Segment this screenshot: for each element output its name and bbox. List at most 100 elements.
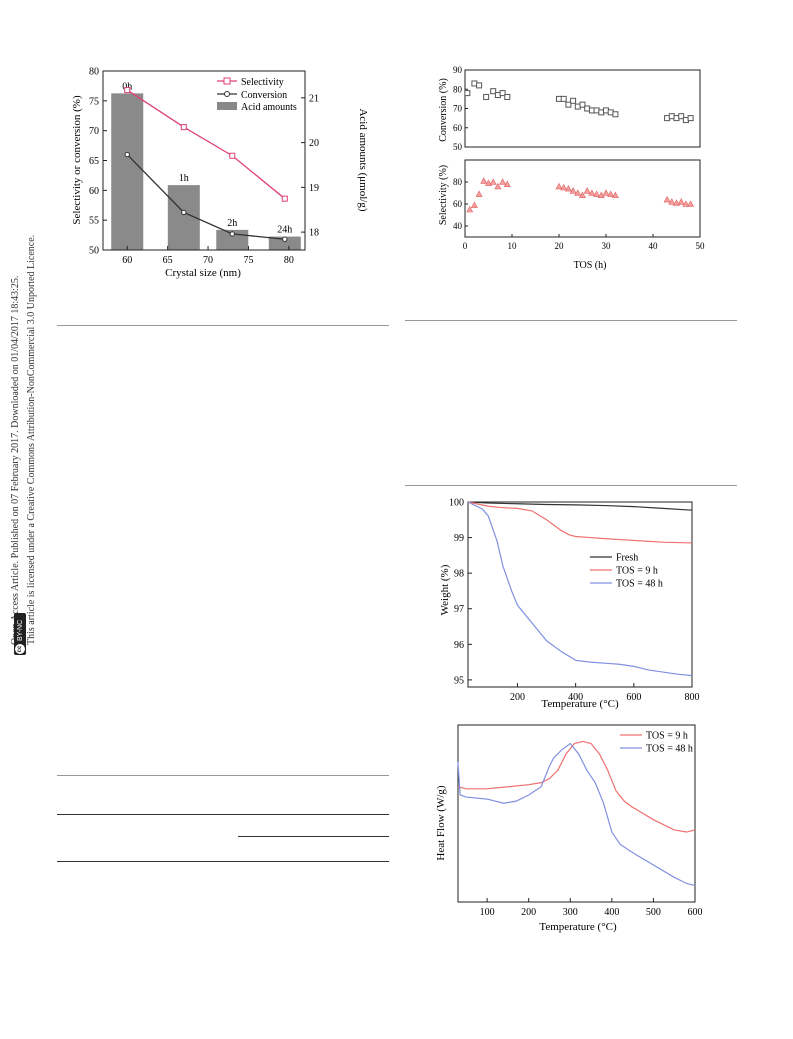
- acid-bar-0h: [111, 93, 144, 250]
- conversion-point: [560, 95, 567, 102]
- conversion-point: [504, 93, 511, 100]
- figure-b-chart: 50 60 70 80 90 40 60 80 0 10 20 30 40 50 TOS (h) Con…: [438, 65, 705, 271]
- x-tick-label: 70: [203, 255, 213, 266]
- selectivity-point: [588, 189, 596, 196]
- y-tick-label: 60: [89, 186, 99, 197]
- divider: [57, 325, 389, 326]
- series-line: [457, 742, 696, 887]
- legend-label: TOS = 9 h: [646, 731, 688, 742]
- conversion-point: [476, 82, 483, 89]
- x-tick-label: 600: [688, 907, 703, 918]
- figure-b-ylabel-bottom: Selectivity (%): [438, 165, 449, 225]
- cc-badge-label: BY-NC: [16, 619, 24, 641]
- selectivity-point: [583, 187, 591, 194]
- y-tick-label: 98: [454, 569, 464, 580]
- figure-a-frame: [102, 70, 306, 251]
- legend-conversion-label: Conversion: [241, 90, 287, 101]
- table-rule-subheader: [238, 836, 389, 837]
- figure-b-panel-frame: [464, 69, 701, 148]
- acid-bar-label: 1h: [179, 173, 189, 184]
- y2-tick-label: 20: [309, 138, 319, 149]
- conversion-point: [565, 101, 572, 108]
- figure-d-xlabel: Temperature (°C): [539, 921, 617, 933]
- conversion-point: [687, 115, 694, 122]
- selectivity-point: [597, 191, 605, 198]
- selectivity-point: [555, 182, 563, 190]
- selectivity-point: [574, 189, 582, 196]
- legend-label: TOS = 9 h: [616, 566, 658, 577]
- sidebar-licence-note[interactable]: This article is licensed under a Creativ…: [26, 234, 37, 645]
- acid-bar-24h: [268, 236, 301, 250]
- legend-label: TOS = 48 h: [616, 579, 663, 590]
- y-tick-label: 80: [89, 67, 99, 78]
- selectivity-point: [494, 182, 502, 190]
- x-tick-label: 200: [521, 907, 536, 918]
- figure-c-chart: 200 400 600 800 95 96 97 98 99 100 Fresh TOS = 9 h…: [439, 498, 700, 711]
- divider: [405, 320, 737, 321]
- cc-licence-badge[interactable]: cc BY-NC: [14, 613, 26, 655]
- conversion-point: [464, 90, 471, 97]
- selectivity-point: [180, 124, 187, 131]
- y-tick-label: 60: [453, 123, 463, 133]
- figure-c-xlabel: Temperature (°C): [541, 698, 619, 710]
- selectivity-point: [611, 191, 619, 198]
- conversion-point: [124, 151, 130, 158]
- x-tick-label: 40: [649, 241, 659, 251]
- x-tick-label: 65: [163, 255, 173, 266]
- figure-d-chart: 100 200 300 400 500 600 TOS = 9 h TOS = 48 h T…: [435, 724, 703, 933]
- x-tick-label: 20: [555, 241, 565, 251]
- legend-conversion-marker: [224, 91, 230, 97]
- selectivity-point: [687, 200, 695, 207]
- selectivity-point: [607, 190, 615, 197]
- selectivity-point: [124, 87, 131, 94]
- acid-bar-label: 24h: [277, 225, 292, 236]
- y-tick-label: 55: [89, 216, 99, 227]
- selectivity-point: [489, 178, 497, 185]
- figC-plot-frame: [467, 501, 693, 688]
- figure-a-chart: 0h 1h 2h 24h 60 65 70 75 80 50 55 60 65 70 75 80 18 19 20…: [71, 67, 369, 280]
- legend-label: TOS = 48 h: [646, 744, 693, 755]
- legend-label: Fresh: [616, 553, 638, 564]
- y-tick-label: 99: [454, 533, 464, 544]
- figure-b-ylabel-top: Conversion (%): [438, 78, 449, 142]
- conversion-point: [282, 236, 288, 242]
- selectivity-point: [503, 180, 511, 187]
- y-tick-label: 60: [453, 199, 463, 209]
- legend-acid-swatch: [217, 102, 237, 110]
- x-tick-label: 0: [463, 241, 468, 251]
- y2-tick-label: 18: [309, 228, 319, 239]
- table-rule-top: [57, 775, 389, 776]
- x-tick-label: 300: [563, 907, 578, 918]
- figure-a-ylabel: Selectivity or conversion (%): [71, 95, 83, 225]
- selectivity-point: [602, 189, 610, 196]
- conversion-point: [570, 97, 577, 104]
- y-tick-label: 75: [89, 96, 99, 107]
- figure-a-xlabel: Crystal size (nm): [165, 267, 241, 279]
- selectivity-point: [682, 200, 690, 207]
- selectivity-point: [668, 198, 676, 205]
- x-tick-label: 800: [685, 692, 700, 703]
- y-tick-label: 97: [454, 604, 464, 615]
- y-tick-label: 80: [453, 177, 463, 187]
- table-rule-bottom: [57, 861, 389, 862]
- x-tick-label: 400: [604, 907, 619, 918]
- selectivity-point: [663, 195, 671, 203]
- y-tick-label: 50: [453, 142, 463, 152]
- selectivity-point: [578, 191, 587, 198]
- x-tick-label: 30: [602, 241, 612, 251]
- y-tick-label: 96: [454, 640, 464, 651]
- conversion-point: [579, 101, 586, 108]
- figure-d-ylabel: Heat Flow (W/g): [435, 785, 447, 860]
- series-line: [467, 501, 693, 511]
- figure-c-ylabel: Weight (%): [439, 564, 451, 615]
- legend-selectivity-marker: [223, 77, 231, 85]
- x-tick-label: 75: [243, 255, 253, 266]
- y-tick-label: 70: [453, 104, 463, 114]
- acid-bar-label: 2h: [227, 218, 237, 229]
- sidebar: Open Access Article. Published on 07 Feb…: [0, 0, 44, 1039]
- y2-tick-label: 21: [309, 93, 319, 104]
- conversion-point: [483, 93, 490, 100]
- conversion-point: [499, 90, 506, 97]
- selectivity-point: [560, 183, 568, 191]
- selectivity-point: [564, 184, 572, 192]
